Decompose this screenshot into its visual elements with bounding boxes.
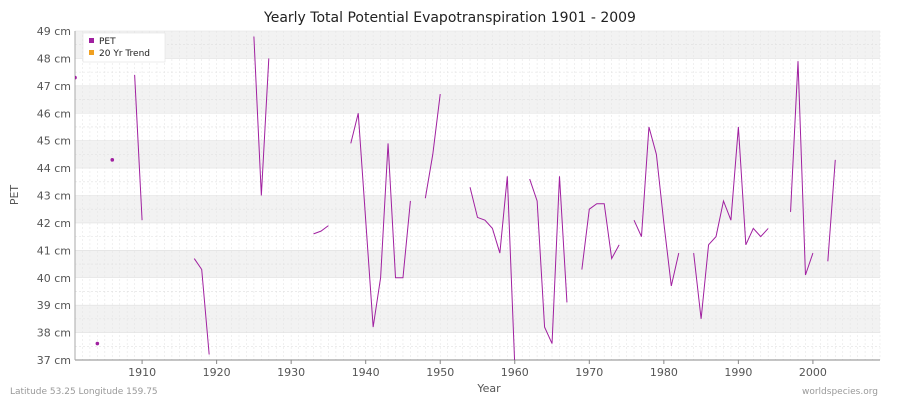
x-axis-label: Year xyxy=(476,382,501,395)
legend-label-trend: 20 Yr Trend xyxy=(99,49,150,59)
y-tick-48: 48 cm xyxy=(37,52,71,65)
y-tick-49: 49 cm xyxy=(37,25,71,38)
pet-line-1948-1950 xyxy=(424,93,441,199)
footer-source: worldspecies.org xyxy=(802,387,878,397)
pet-point-1904 xyxy=(95,341,100,346)
y-tick-39: 39 cm xyxy=(37,299,71,312)
x-tick-2000: 2000 xyxy=(799,366,827,379)
legend: PET 20 Yr Trend xyxy=(82,32,166,63)
pet-series xyxy=(75,36,836,360)
pet-line-1909-1910 xyxy=(134,74,143,221)
x-tick-1950: 1950 xyxy=(426,366,454,379)
x-tick-1920: 1920 xyxy=(203,366,231,379)
pet-line-1976-1982 xyxy=(633,126,680,287)
x-tick-1970: 1970 xyxy=(575,366,603,379)
y-tick-38: 38 cm xyxy=(37,327,71,340)
legend-swatch-pet xyxy=(89,38,94,43)
y-axis-label: PET xyxy=(8,185,21,206)
y-tick-41: 41 cm xyxy=(37,244,71,257)
y-tick-40: 40 cm xyxy=(37,272,71,285)
x-tick-1910: 1910 xyxy=(128,366,156,379)
pet-line-1925-1927 xyxy=(253,36,270,196)
y-tick-46: 46 cm xyxy=(37,107,71,120)
y-tick-45: 45 cm xyxy=(37,135,71,148)
y-tick-44: 44 cm xyxy=(37,162,71,175)
pet-line-1969-1974 xyxy=(581,203,620,270)
pet-point-1906 xyxy=(110,158,115,162)
x-tick-1960: 1960 xyxy=(501,366,529,379)
y-tick-42: 42 cm xyxy=(37,217,71,230)
y-tick-43: 43 cm xyxy=(37,190,71,203)
y-tick-37: 37 cm xyxy=(37,354,71,367)
pet-line-1933-1935 xyxy=(313,225,329,235)
legend-label-pet: PET xyxy=(99,37,116,47)
y-tick-labels: 37 cm 38 cm 39 cm 40 cm 41 cm 42 cm 43 cm 44 cm… xyxy=(37,25,71,367)
pet-line-1962-1967 xyxy=(529,176,568,344)
legend-box xyxy=(82,32,166,63)
chart-title: Yearly Total Potential Evapotranspiratio… xyxy=(263,10,636,26)
x-tick-1980: 1980 xyxy=(650,366,678,379)
x-tick-1990: 1990 xyxy=(724,366,752,379)
x-tick-1940: 1940 xyxy=(352,366,380,379)
footer-coordinates: Latitude 53.25 Longitude 159.75 xyxy=(10,387,158,397)
pet-line-1917-1919 xyxy=(193,258,210,355)
x-tick-labels: 1910 1920 1930 1940 1950 1960 1970 1980 1990 2000 xyxy=(128,360,827,379)
pet-point-1901 xyxy=(75,75,77,80)
pet-line-1938-1946 xyxy=(350,113,411,328)
x-tick-1930: 1930 xyxy=(277,366,305,379)
pet-line-1984-1994 xyxy=(693,126,769,319)
pet-line-2002-2003 xyxy=(827,159,836,262)
pet-line-1997-2000 xyxy=(790,61,814,276)
pet-line-1954-1960 xyxy=(469,176,516,360)
legend-swatch-trend xyxy=(89,50,94,55)
y-tick-47: 47 cm xyxy=(37,80,71,93)
